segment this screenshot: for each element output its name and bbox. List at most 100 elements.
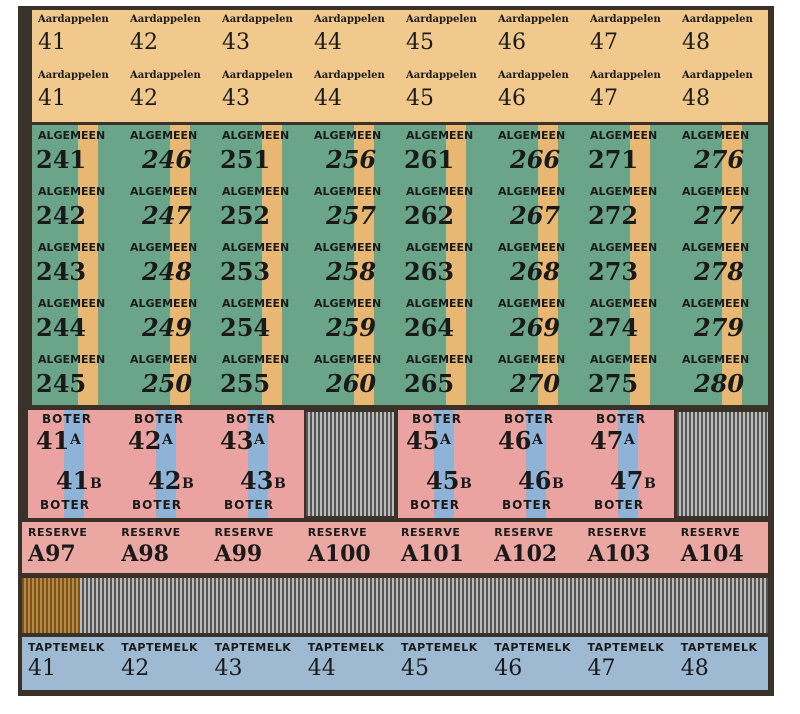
coupon-number: 258 [326, 257, 377, 286]
coupon-number: 47 [587, 656, 616, 681]
coupon-label: Aardappelen [222, 14, 293, 25]
coupon-label: ALGEMEEN [682, 241, 750, 254]
algemeen-coupon: ALGEMEEN 251 [216, 125, 308, 181]
coupon-label: BOTER [226, 412, 276, 426]
aardappelen-coupon: Aardappelen 41 [32, 66, 124, 122]
coupon-letter: B [182, 476, 194, 492]
algemeen-coupon: ALGEMEEN 246 [124, 125, 216, 181]
coupon-number: A97 [28, 541, 76, 567]
aardappelen-coupon: Aardappelen 48 [676, 66, 768, 122]
coupon-number: 42 [130, 30, 158, 55]
coupon-number: 263 [404, 257, 455, 286]
coupon-label: BOTER [594, 498, 644, 512]
coupon-label: Aardappelen [38, 70, 109, 81]
coupon-label: TAPTEMELK [214, 641, 292, 654]
taptemelk-coupon: TAPTEMELK 47 [582, 637, 675, 689]
algemeen-coupon: ALGEMEEN 265 [400, 349, 492, 405]
coupon-label: BOTER [134, 412, 184, 426]
reserve-coupon: RESERVE A97 [22, 522, 115, 574]
coupon-number: 279 [694, 313, 745, 342]
coupon-label: BOTER [502, 498, 552, 512]
algemeen-block [32, 125, 768, 405]
aardappelen-coupon: Aardappelen 47 [584, 66, 676, 122]
algemeen-coupon: ALGEMEEN 271 [584, 125, 676, 181]
algemeen-coupon: ALGEMEEN 262 [400, 181, 492, 237]
coupon-label: Aardappelen [590, 70, 661, 81]
aardappelen-coupon: Aardappelen 48 [676, 10, 768, 66]
algemeen-coupon: ALGEMEEN 255 [216, 349, 308, 405]
coupon-number: 251 [220, 145, 271, 174]
reserve-coupon: RESERVE A101 [395, 522, 488, 574]
coupon-label: ALGEMEEN [38, 185, 106, 198]
coupon-number: 47 [610, 466, 644, 495]
coupon-number: A100 [307, 541, 371, 567]
aardappelen-coupon: Aardappelen 46 [492, 66, 584, 122]
coupon-letter: B [274, 476, 286, 492]
algemeen-coupon: ALGEMEEN 276 [676, 125, 768, 181]
coupon-label: RESERVE [401, 526, 461, 539]
coupon-label: Aardappelen [590, 14, 661, 25]
algemeen-coupon: ALGEMEEN 277 [676, 181, 768, 237]
coupon-letter: B [90, 476, 102, 492]
coupon-label: ALGEMEEN [314, 353, 382, 366]
coupon-number: 48 [682, 30, 710, 55]
coupon-number: 274 [588, 313, 639, 342]
coupon-number: 275 [588, 369, 639, 398]
coupon-number: 256 [326, 145, 377, 174]
coupon-label: RESERVE [28, 526, 88, 539]
coupon-number: 273 [588, 257, 639, 286]
coupon-number: 43 [240, 466, 274, 495]
boter-coupon: BOTER 46 A 46 B BOTER [490, 410, 582, 518]
coupon-label: TAPTEMELK [494, 641, 571, 654]
coupon-label: ALGEMEEN [222, 297, 290, 310]
coupon-label: Aardappelen [682, 70, 753, 81]
boter-coupon: BOTER 45 A 45 B BOTER [398, 410, 490, 518]
algemeen-coupon: ALGEMEEN 267 [492, 181, 584, 237]
coupon-number: 41 [28, 656, 56, 681]
coupon-label: TAPTEMELK [587, 641, 665, 654]
coupon-label: RESERVE [587, 526, 647, 539]
coupon-number: 270 [510, 369, 561, 398]
coupon-letter: A [162, 432, 173, 448]
coupon-label: BOTER [224, 498, 274, 512]
coupon-number: 46 [498, 426, 532, 455]
algemeen-coupon: ALGEMEEN 270 [492, 349, 584, 405]
aardappelen-coupon: Aardappelen 43 [216, 66, 308, 122]
coupon-number: 45 [426, 466, 460, 495]
coupon-label: BOTER [504, 412, 554, 426]
coupon-label: ALGEMEEN [682, 297, 750, 310]
coupon-number: 252 [220, 201, 271, 230]
coupon-number: 268 [510, 257, 561, 286]
algemeen-coupon: ALGEMEEN 272 [584, 181, 676, 237]
coupon-number: 45 [406, 30, 434, 55]
coupon-label: BOTER [42, 412, 92, 426]
coupon-number: 43 [214, 656, 243, 681]
stub-left [306, 412, 394, 516]
algemeen-coupon: ALGEMEEN 259 [308, 293, 400, 349]
coupon-number: A102 [494, 541, 558, 567]
coupon-label: Aardappelen [498, 70, 569, 81]
coupon-label: RESERVE [121, 526, 181, 539]
boter-coupon: BOTER 47 A 47 B BOTER [582, 410, 674, 518]
coupon-number: A101 [401, 541, 464, 567]
coupon-number: 267 [510, 201, 561, 230]
algemeen-coupon: ALGEMEEN 243 [32, 237, 124, 293]
coupon-number: 244 [36, 313, 87, 342]
coupon-label: ALGEMEEN [38, 241, 106, 254]
coupon-number: 43 [220, 426, 254, 455]
coupon-number: 46 [498, 86, 526, 111]
taptemelk-coupon: TAPTEMELK 48 [675, 637, 768, 689]
coupon-label: BOTER [596, 412, 646, 426]
coupon-label: BOTER [132, 498, 182, 512]
coupon-number: 248 [142, 257, 193, 286]
coupon-number: 277 [694, 201, 745, 230]
coupon-label: ALGEMEEN [590, 353, 658, 366]
coupon-number: 44 [314, 30, 342, 55]
coupon-label: ALGEMEEN [682, 185, 750, 198]
coupon-number: A103 [587, 541, 651, 567]
coupon-number: 47 [590, 30, 618, 55]
coupon-number: 41 [56, 466, 90, 495]
coupon-letter: A [254, 432, 265, 448]
boter-coupon: BOTER 42 A 42 B BOTER [120, 410, 212, 518]
coupon-label: Aardappelen [498, 14, 569, 25]
